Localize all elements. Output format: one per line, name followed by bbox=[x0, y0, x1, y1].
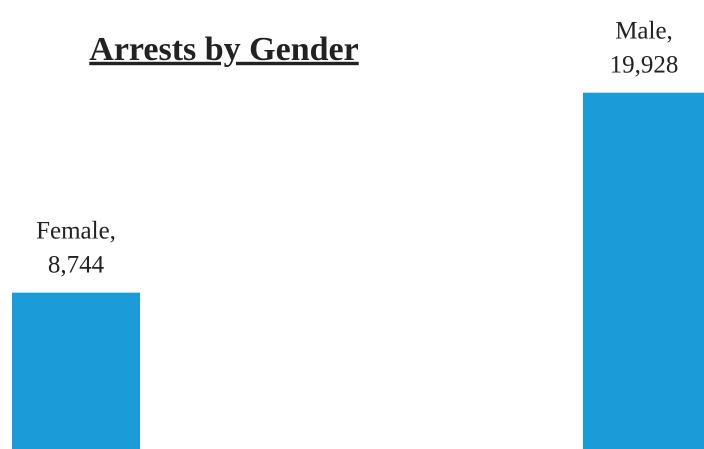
chart-title: Arrests by Gender bbox=[89, 31, 358, 68]
category-label: Female, bbox=[36, 217, 116, 244]
category-label: Male, bbox=[615, 17, 673, 44]
value-label: 8,744 bbox=[48, 251, 105, 278]
bar bbox=[12, 292, 140, 449]
bar bbox=[583, 92, 704, 449]
value-label: 19,928 bbox=[610, 51, 679, 78]
